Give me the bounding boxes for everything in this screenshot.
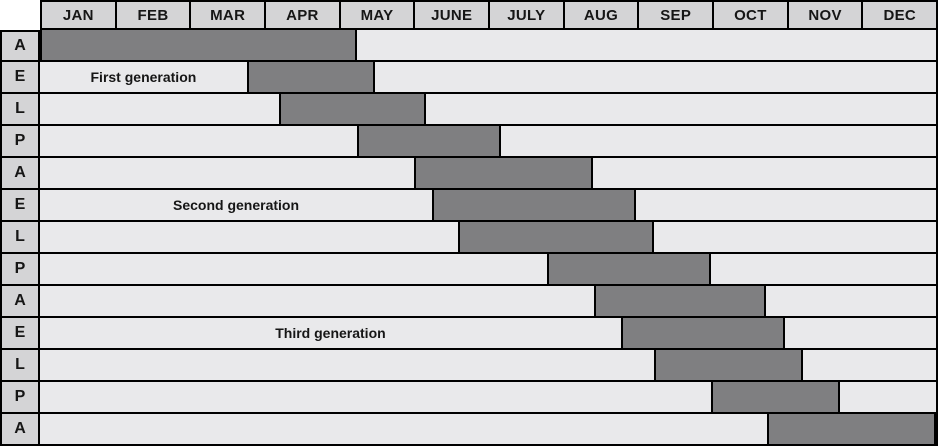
chart-row-9 <box>40 286 936 318</box>
activity-bar-6 <box>432 190 636 220</box>
month-header-mar: MAR <box>189 2 264 28</box>
activity-bar-3 <box>278 94 426 124</box>
row-label-1: A <box>0 30 40 62</box>
chart-grid: First generation Second generation Third g… <box>40 30 938 446</box>
row-label-8: P <box>0 254 40 286</box>
chart-row-2: First generation <box>40 62 936 94</box>
activity-bar-10 <box>620 318 786 348</box>
chart-row-13 <box>40 414 936 446</box>
chart-row-1 <box>40 30 936 62</box>
activity-bar-11 <box>653 350 804 380</box>
chart-row-4 <box>40 126 936 158</box>
month-header-dec: DEC <box>861 2 936 28</box>
month-header-feb: FEB <box>114 2 190 28</box>
month-header-oct: OCT <box>712 2 787 28</box>
activity-bar-9 <box>594 286 767 316</box>
row-label-3: L <box>0 94 40 126</box>
activity-bar-12 <box>711 382 840 412</box>
row-label-11: L <box>0 350 40 382</box>
row-label-13: A <box>0 414 40 446</box>
chart-row-8 <box>40 254 936 286</box>
activity-bar-13 <box>766 414 936 444</box>
row-label-5: A <box>0 158 40 190</box>
generation-label-6: Second generation <box>172 197 300 213</box>
generation-label-10: Third generation <box>275 325 386 341</box>
chart-row-5 <box>40 158 936 190</box>
month-header-july: JULY <box>488 2 563 28</box>
activity-bar-7 <box>458 222 654 252</box>
month-header-aug: AUG <box>562 2 638 28</box>
month-header-may: MAY <box>338 2 414 28</box>
row-label-4: P <box>0 126 40 158</box>
chart-row-6: Second generation <box>40 190 936 222</box>
row-label-12: P <box>0 382 40 414</box>
row-label-2: E <box>0 62 40 94</box>
activity-bar-5 <box>414 158 594 188</box>
row-label-7: L <box>0 222 40 254</box>
month-header-row: JAN FEB MAR APR MAY JUNE JULY AUG SEP OCT NOV DEC <box>40 0 938 30</box>
activity-bar-2 <box>246 62 376 92</box>
row-label-9: A <box>0 286 40 318</box>
activity-bar-4 <box>356 126 502 156</box>
row-label-6: E <box>0 190 40 222</box>
month-header-nov: NOV <box>786 2 862 28</box>
month-header-sep: SEP <box>637 2 712 28</box>
chart-row-3 <box>40 94 936 126</box>
month-header-june: JUNE <box>413 2 488 28</box>
row-label-10: E <box>0 318 40 350</box>
chart-row-7 <box>40 222 936 254</box>
activity-bar-1 <box>40 30 357 60</box>
month-header-apr: APR <box>264 2 339 28</box>
chart-row-10: Third generation <box>40 318 936 350</box>
chart-row-11 <box>40 350 936 382</box>
activity-bar-8 <box>546 254 711 284</box>
chart-row-12 <box>40 382 936 414</box>
generation-label-2: First generation <box>90 69 197 85</box>
month-header-jan: JAN <box>62 6 94 24</box>
